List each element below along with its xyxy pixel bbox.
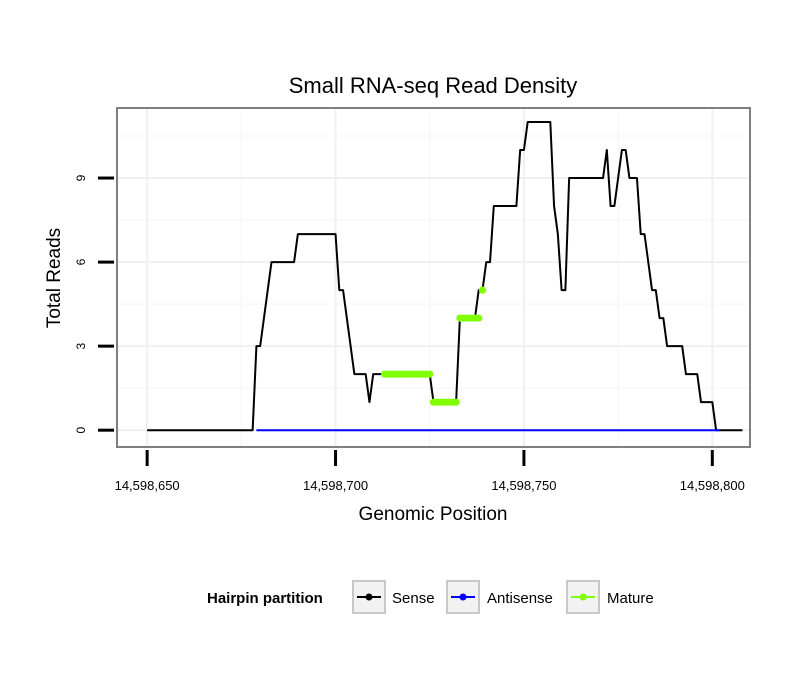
legend-label-mature: Mature <box>607 590 654 607</box>
x-tick-label: 14,598,750 <box>491 478 556 493</box>
legend-label-sense: Sense <box>392 590 435 607</box>
y-tick-label: 0 <box>74 427 88 434</box>
legend-title: Hairpin partition <box>207 590 323 607</box>
legend: Hairpin partition Sense Antisense Mature <box>207 581 654 613</box>
y-axis-title: Total Reads <box>44 228 65 328</box>
y-tick-label: 9 <box>74 174 88 181</box>
x-tick-label: 14,598,700 <box>303 478 368 493</box>
x-axis: 14,598,650 14,598,700 14,598,750 14,598,800 <box>115 450 745 493</box>
y-tick-label: 3 <box>74 342 88 349</box>
series-mature-point <box>426 371 433 378</box>
legend-entry-mature: Mature <box>567 581 654 613</box>
legend-entry-antisense: Antisense <box>447 581 553 613</box>
chart-title: Small RNA-seq Read Density <box>289 73 578 98</box>
read-density-chart: Small RNA-seq Read Density 14,598,65014,… <box>0 0 810 690</box>
x-axis-title: Genomic Position <box>359 504 508 525</box>
series-mature-point <box>479 287 486 294</box>
series-mature-point <box>475 315 482 322</box>
x-tick-label: 14,598,800 <box>680 478 745 493</box>
x-tick-label: 14,598,650 <box>115 478 180 493</box>
y-tick-label: 6 <box>74 258 88 265</box>
series-mature-point <box>453 399 460 406</box>
legend-entry-sense: Sense <box>353 581 435 613</box>
legend-label-antisense: Antisense <box>487 590 553 607</box>
y-axis: 0 3 6 9 <box>74 174 114 433</box>
